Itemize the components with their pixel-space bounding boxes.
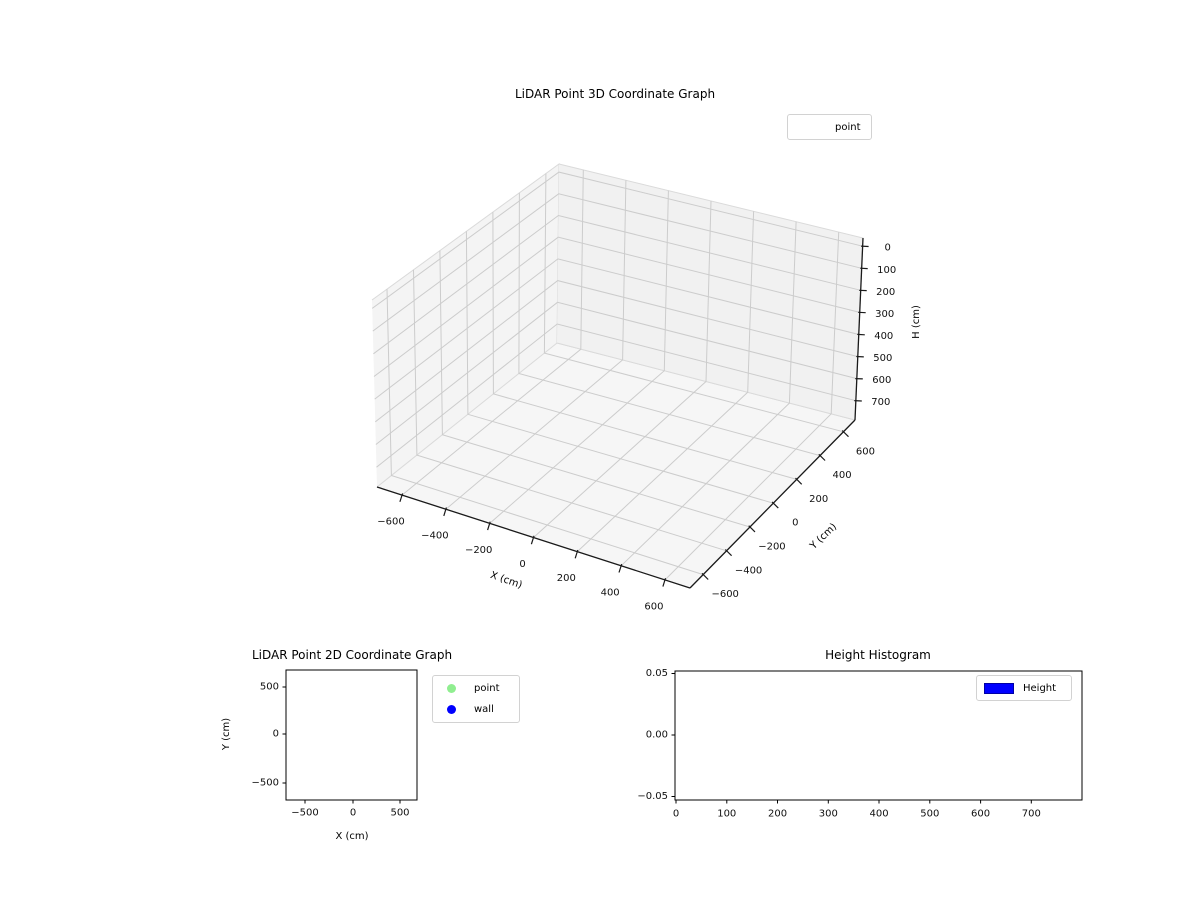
- grid-line-x: [620, 221, 797, 567]
- y-tick-3d: [701, 572, 709, 580]
- y-tick-label-3d: −200: [758, 541, 785, 552]
- hist-y-tick-label: 0.05: [646, 668, 668, 679]
- grid-line-x: [576, 211, 755, 552]
- y-tick-label-2d: 500: [260, 682, 279, 693]
- x-tick-3d: [662, 578, 667, 587]
- hist-x-tick-label: 500: [920, 809, 939, 820]
- x-tick-label-3d: 0: [519, 559, 525, 570]
- z-tick-label-3d: 0: [884, 243, 890, 254]
- grid-line-y: [543, 173, 844, 433]
- grid-line-z: [374, 280, 858, 423]
- plot2d-x-axis-label: X (cm): [335, 831, 369, 842]
- grid-line-z: [376, 323, 856, 468]
- grid-line-y: [386, 289, 704, 576]
- y-tick-3d: [724, 549, 733, 557]
- grid-line-x: [533, 200, 712, 538]
- x-tick-3d: [618, 563, 623, 573]
- y-tick-3d: [748, 525, 756, 533]
- y-tick-label-3d: 400: [833, 470, 852, 481]
- y-tick-label-3d: −600: [711, 589, 738, 600]
- legend-label-height: Height: [1023, 682, 1057, 694]
- legend-marker-point-3d: [798, 122, 828, 132]
- plot3d-z-axis-label: H (cm): [911, 305, 922, 339]
- y-tick-3d: [818, 453, 826, 461]
- z-tick-label-3d: 700: [871, 397, 890, 408]
- z-tick-label-3d: 100: [877, 265, 896, 276]
- hist-x-tick-label: 200: [768, 809, 787, 820]
- legend-label-point: point: [474, 683, 500, 694]
- hist-title: Height Histogram: [825, 648, 931, 662]
- x-tick-3d: [487, 521, 491, 531]
- plot2d-legend: point wall: [432, 675, 520, 723]
- y-tick-label-2d: 0: [273, 729, 279, 740]
- y-tick-3d: [841, 430, 849, 438]
- hist-x-tick-label: 600: [971, 809, 990, 820]
- hist-x-tick-label: 0: [673, 809, 679, 820]
- z-tick-label-3d: 300: [875, 309, 894, 320]
- grid-line-x: [401, 169, 584, 496]
- z-tick-label-3d: 200: [876, 287, 895, 298]
- grid-line-z: [371, 171, 863, 309]
- hist-x-tick-label: 300: [819, 809, 838, 820]
- grid-line-y: [413, 269, 727, 552]
- x-tick-label-3d: 200: [557, 573, 576, 584]
- y-tick-label-3d: 200: [809, 494, 828, 505]
- grid-line-z: [373, 214, 861, 355]
- grid-line-z: [373, 236, 860, 377]
- x-tick-label-2d: 0: [350, 808, 356, 819]
- y-tick-label-3d: 600: [856, 446, 875, 457]
- x-tick-3d: [399, 493, 404, 502]
- hist-x-tick-label: 700: [1022, 809, 1041, 820]
- y-tick-label-3d: 0: [792, 518, 798, 529]
- x-tick-3d: [530, 535, 535, 545]
- y-tick-label-3d: −400: [735, 565, 762, 576]
- legend-marker-height-icon: [984, 682, 1014, 694]
- hist-legend: Height: [976, 675, 1072, 701]
- z-tick-label-3d: 500: [873, 353, 892, 364]
- grid-line-x: [489, 190, 669, 524]
- grid-line-z: [375, 301, 857, 445]
- y-tick-label-2d: −500: [252, 778, 279, 789]
- grid-line-y: [439, 250, 751, 528]
- legend-label-wall: wall: [474, 704, 494, 715]
- legend-marker-point-icon: [447, 684, 456, 693]
- plot2d-title: LiDAR Point 2D Coordinate Graph: [251, 648, 453, 662]
- grid-line-y: [518, 192, 821, 457]
- legend-label-point-3d: point: [835, 121, 861, 133]
- plot2d-y-axis-label: Y (cm): [221, 717, 232, 751]
- hist-x-tick-label: 400: [869, 809, 888, 820]
- legend-row-point: point: [447, 678, 519, 699]
- y-tick-3d: [795, 477, 803, 485]
- y-axis-line-3d: [689, 419, 856, 589]
- legend-marker-wall-icon: [447, 705, 456, 714]
- x-tick-label-3d: 400: [601, 587, 620, 598]
- x-tick-label-3d: −600: [377, 517, 404, 528]
- grid-line-z: [374, 258, 859, 400]
- grid-line-x: [664, 232, 840, 581]
- x-tick-3d: [574, 549, 579, 559]
- x-tick-label-3d: 600: [644, 601, 663, 612]
- hist-x-tick-label: 100: [717, 809, 736, 820]
- grid-line-x: [445, 180, 627, 510]
- grid-line-y: [465, 231, 774, 504]
- grid-line-z: [372, 193, 862, 332]
- z-tick-label-3d: 600: [872, 375, 891, 386]
- x-tick-label-2d: −500: [291, 808, 318, 819]
- x-tick-label-3d: −200: [465, 545, 492, 556]
- plot2d-frame: [285, 669, 418, 801]
- x-tick-3d: [443, 507, 447, 517]
- z-tick-label-3d: 400: [874, 331, 893, 342]
- plot3d-title: LiDAR Point 3D Coordinate Graph: [514, 87, 716, 101]
- x-tick-label-2d: 500: [390, 808, 409, 819]
- x-tick-label-3d: −400: [421, 531, 448, 542]
- hist-y-tick-label: 0.00: [646, 730, 668, 741]
- y-tick-3d: [771, 501, 779, 509]
- hist-y-tick-label: −0.05: [637, 791, 668, 802]
- grid-line-y: [492, 212, 797, 480]
- plot3d-legend: point: [787, 114, 872, 140]
- legend-row-wall: wall: [447, 699, 519, 720]
